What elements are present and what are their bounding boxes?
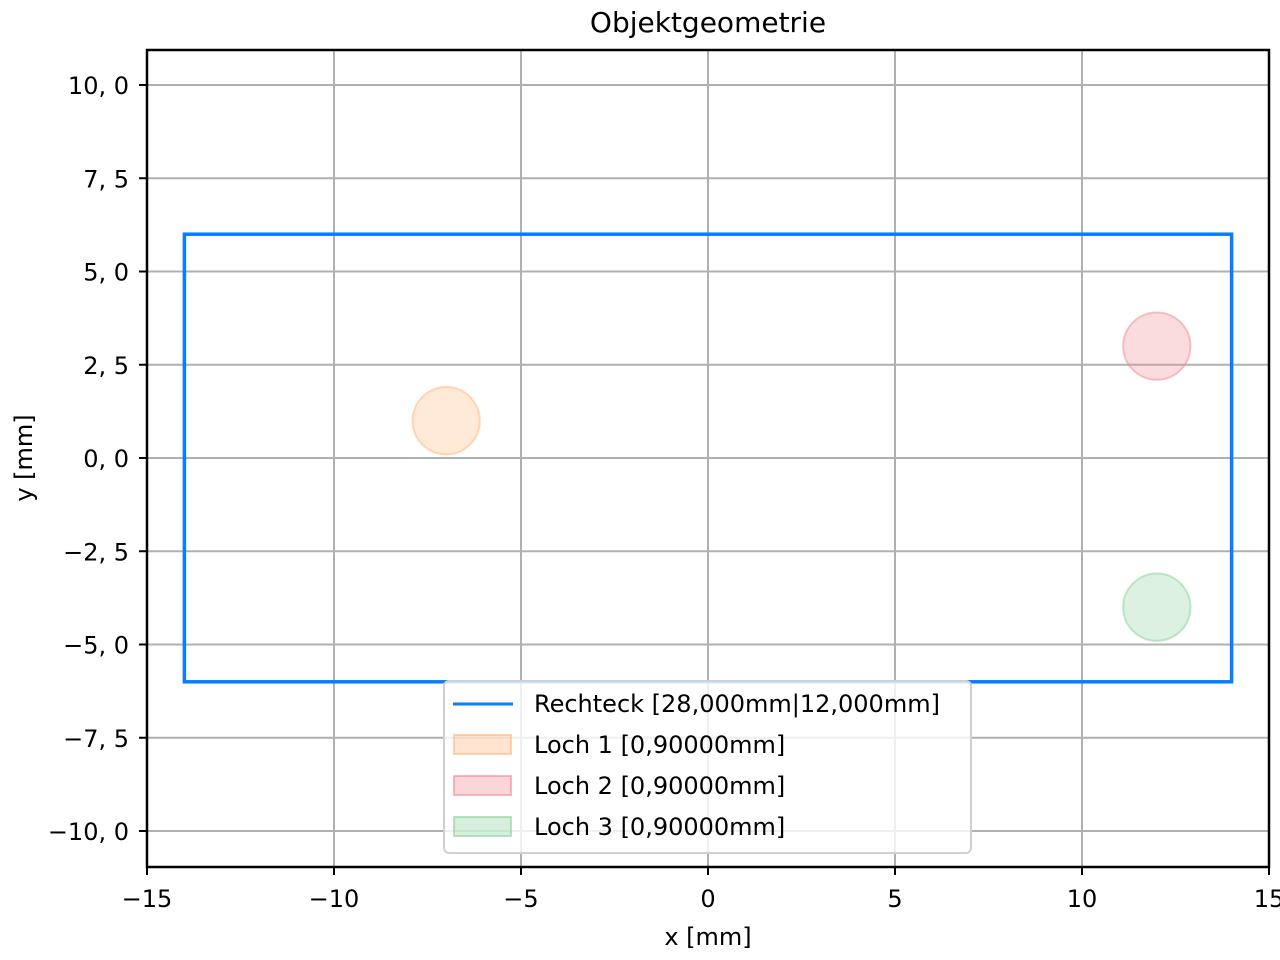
legend: Rechteck [28,000mm|12,000mm] Loch 1 [0,9… bbox=[443, 680, 972, 854]
plot-shapes bbox=[182, 232, 1234, 684]
y-tick-label: 10, 0 bbox=[68, 72, 129, 100]
y-tick-label: −5, 0 bbox=[63, 632, 129, 660]
legend-swatch-icon bbox=[453, 734, 512, 755]
x-tick-label: 5 bbox=[887, 885, 902, 913]
hole-circle bbox=[1122, 572, 1192, 642]
chart-title: Objektgeometrie bbox=[590, 6, 826, 39]
x-tick-label: 0 bbox=[700, 885, 715, 913]
legend-label-loch-3: Loch 3 [0,90000mm] bbox=[534, 813, 785, 841]
legend-swatch-icon bbox=[453, 816, 512, 837]
x-tick-label: 15 bbox=[1254, 885, 1280, 913]
legend-box bbox=[443, 680, 972, 854]
y-tick-label: 7, 5 bbox=[83, 165, 129, 193]
x-tick-label: −15 bbox=[122, 885, 173, 913]
legend-swatch-icon bbox=[453, 775, 512, 796]
x-tick-label: 10 bbox=[1067, 885, 1098, 913]
x-axis-label: x [mm] bbox=[664, 923, 751, 951]
legend-label-rechteck: Rechteck [28,000mm|12,000mm] bbox=[534, 690, 940, 718]
y-axis-label: y [mm] bbox=[10, 414, 38, 501]
hole-circle bbox=[411, 386, 481, 456]
hole-circle bbox=[1122, 311, 1192, 381]
y-tick-label: −7, 5 bbox=[63, 725, 129, 753]
y-tick-label: −10, 0 bbox=[48, 818, 129, 846]
y-tick-label: −2, 5 bbox=[63, 538, 129, 566]
y-tick-label: 0, 0 bbox=[83, 445, 129, 473]
legend-label-loch-1: Loch 1 [0,90000mm] bbox=[534, 731, 785, 759]
x-tick-label: −10 bbox=[309, 885, 360, 913]
y-axis-ticks: 10, 0 7, 5 5, 0 2, 5 0, 0 −2, 5 −5, 0 −7, 5 −10,… bbox=[48, 72, 147, 846]
y-tick-label: 2, 5 bbox=[83, 352, 129, 380]
x-axis-ticks: −15 −10 −5 0 5 10 15 bbox=[122, 867, 1280, 913]
y-tick-label: 5, 0 bbox=[83, 259, 129, 287]
legend-label-loch-2: Loch 2 [0,90000mm] bbox=[534, 772, 785, 800]
x-tick-label: −5 bbox=[503, 885, 538, 913]
